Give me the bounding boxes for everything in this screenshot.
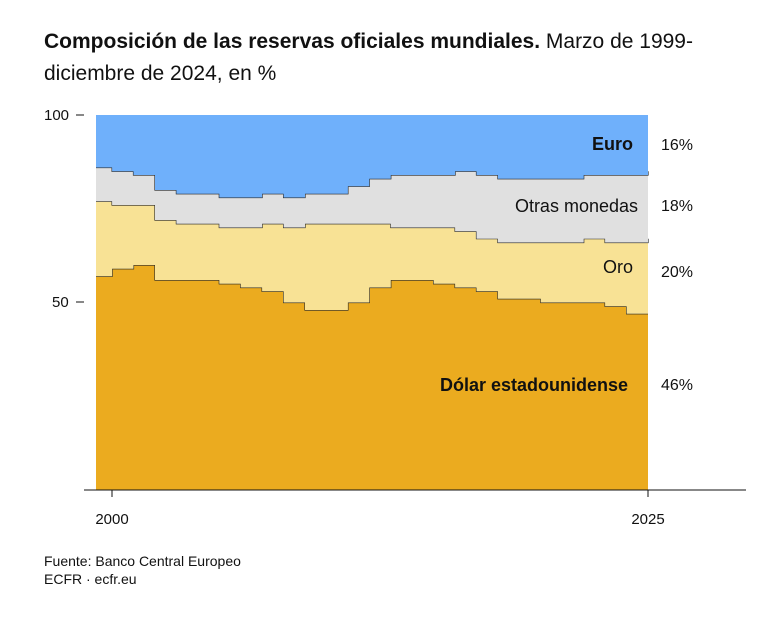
chart-title: Composición de las reservas oficiales mu… <box>44 26 724 90</box>
end-value-dolar: 46% <box>661 377 693 394</box>
source-note: Fuente: Banco Central Europeo ECFR · ecf… <box>44 552 241 588</box>
area-3 <box>96 115 648 198</box>
area-2 <box>96 167 648 243</box>
series-labels: Euro Otras monedas Oro Dólar estadounide… <box>440 134 693 395</box>
area-0 <box>96 265 648 490</box>
series-label-dolar: Dólar estadounidense <box>440 375 628 395</box>
x-tick-label: 2025 <box>631 511 664 528</box>
y-tick-label: 50 <box>52 294 69 311</box>
area-layers <box>96 115 649 490</box>
series-label-oro: Oro <box>603 257 633 277</box>
end-value-oro: 20% <box>661 264 693 281</box>
series-label-otras: Otras monedas <box>515 196 638 216</box>
y-tick-label: 100 <box>44 107 69 124</box>
area-1 <box>96 201 648 314</box>
axes: 100 50 2000 2025 <box>44 107 746 528</box>
end-value-euro: 16% <box>661 137 693 154</box>
credit-text: ECFR · ecfr.eu <box>44 571 137 587</box>
end-value-otras: 18% <box>661 198 693 215</box>
source-text: Fuente: Banco Central Europeo <box>44 553 241 569</box>
title-subtitle: Marzo de 1999-diciembre de 2024, en % <box>44 30 693 85</box>
series-label-euro: Euro <box>592 134 633 154</box>
title-bold: Composición de las reservas oficiales mu… <box>44 30 541 53</box>
x-tick-label: 2000 <box>95 511 128 528</box>
